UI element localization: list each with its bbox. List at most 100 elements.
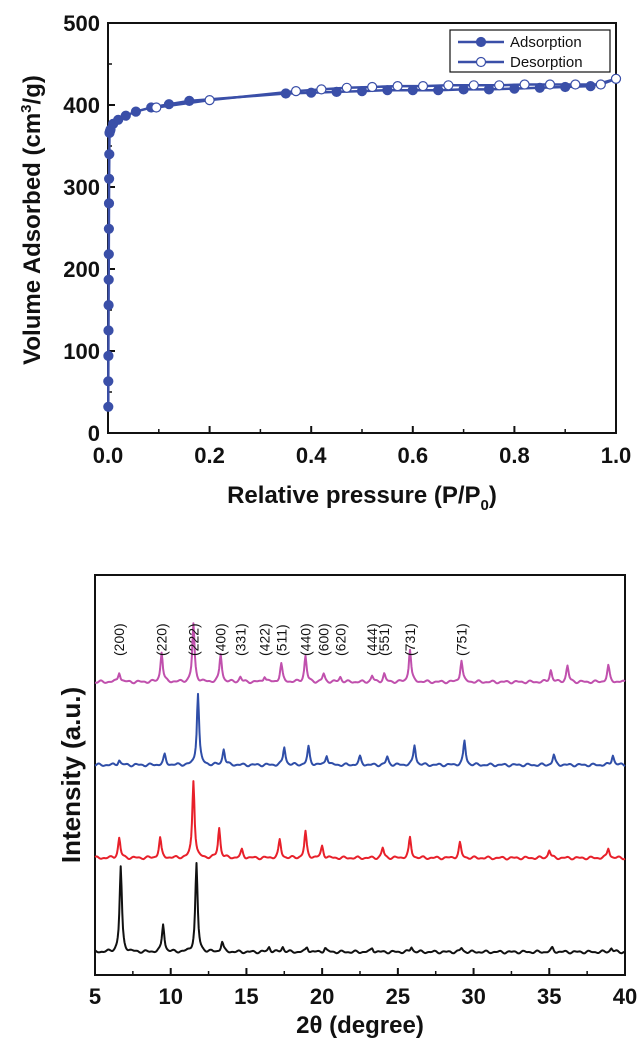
- data-point-adsorption: [130, 106, 141, 117]
- peak-label: (731): [402, 623, 418, 656]
- x-tick-label: 15: [234, 984, 258, 1009]
- data-point-desorption: [443, 80, 454, 91]
- data-point-adsorption: [534, 82, 545, 93]
- data-point-adsorption: [103, 300, 114, 311]
- legend-marker-adsorption: [475, 36, 487, 48]
- xrd-x-axis-title: 2θ (degree): [296, 1012, 424, 1039]
- y-tick-label: 300: [63, 175, 100, 200]
- data-point-adsorption: [103, 198, 115, 209]
- data-point-adsorption: [103, 223, 115, 234]
- data-point-adsorption: [113, 114, 124, 125]
- peak-label: (620): [332, 623, 348, 656]
- peak-label: (600): [316, 623, 332, 656]
- data-point-adsorption: [280, 88, 291, 99]
- x-tick-label: 0.8: [499, 443, 530, 468]
- data-point-adsorption: [331, 86, 342, 98]
- peak-label: (200): [111, 623, 127, 656]
- data-point-adsorption: [103, 376, 114, 387]
- isotherm-legend: Adsorption Desorption: [449, 29, 611, 73]
- data-point-desorption: [494, 80, 505, 91]
- data-point-adsorption: [103, 173, 115, 184]
- data-point-desorption: [392, 80, 403, 92]
- legend-marker-desorption: [475, 56, 487, 68]
- legend-frame: [449, 29, 611, 73]
- data-point-adsorption: [509, 83, 520, 94]
- x-tick-label: 5: [89, 984, 101, 1009]
- data-point-desorption: [570, 79, 581, 90]
- data-point-adsorption: [306, 87, 317, 98]
- y-tick-label: 100: [63, 339, 100, 364]
- x-tick-label: 0.0: [93, 443, 124, 468]
- x-tick-label: 20: [310, 984, 334, 1009]
- data-point-adsorption: [483, 84, 495, 95]
- data-point-desorption: [417, 80, 429, 92]
- isotherm-axes: 0.0 0.2 0.4 0.6 0.8 1.0 0 100 200 300 400 500: [63, 11, 631, 468]
- data-point-adsorption: [103, 401, 114, 412]
- series-line-adsorption: [107, 77, 617, 407]
- data-point-adsorption: [103, 350, 114, 361]
- data-point-desorption: [595, 79, 606, 90]
- xrd-axes: 5 10 15 20 25 30 35 40: [89, 968, 637, 1009]
- data-point-desorption: [151, 102, 162, 113]
- data-point-adsorption: [104, 149, 115, 160]
- data-point-desorption: [204, 94, 215, 106]
- data-point-adsorption: [120, 110, 131, 121]
- peak-label: (751): [453, 623, 469, 656]
- peak-label: (511): [273, 624, 289, 656]
- data-point-desorption: [367, 81, 378, 93]
- data-point-desorption: [544, 79, 556, 90]
- peak-label: (551): [376, 623, 392, 656]
- data-point-adsorption: [103, 274, 114, 285]
- legend-label-adsorption: Adsorption: [510, 34, 582, 51]
- data-point-adsorption: [184, 95, 195, 107]
- peak-label: (440): [297, 623, 313, 656]
- x-tick-label: 0.6: [398, 443, 429, 468]
- x-tick-label: 40: [613, 984, 637, 1009]
- data-point-adsorption: [585, 80, 596, 92]
- y-tick-label: 400: [63, 93, 100, 118]
- data-point-adsorption: [458, 84, 469, 95]
- peak-label: (220): [154, 623, 170, 656]
- peak-label: (331): [232, 623, 248, 656]
- data-point-desorption: [519, 79, 530, 90]
- legend-label-desorption: Desorption: [510, 54, 583, 71]
- x-tick-label: 35: [537, 984, 561, 1009]
- y-tick-label: 0: [88, 421, 100, 446]
- isotherm-y-axis-title: Volume Adsorbed (cm3/g): [18, 75, 46, 365]
- data-point-desorption: [468, 80, 479, 91]
- data-point-adsorption: [433, 85, 444, 96]
- data-point-adsorption: [560, 81, 571, 93]
- peak-label: (422): [257, 623, 273, 656]
- xrd-patterns: [94, 622, 626, 955]
- data-point-desorption: [610, 73, 622, 84]
- data-point-desorption: [341, 82, 352, 93]
- isotherm-chart: 0.0 0.2 0.4 0.6 0.8 1.0 0 100 200 300 400 500 Adsor…: [18, 11, 631, 514]
- data-point-adsorption: [407, 85, 418, 96]
- x-tick-label: 30: [461, 984, 485, 1009]
- isotherm-x-axis-title: Relative pressure (P/P0): [227, 482, 497, 514]
- data-point-adsorption: [103, 249, 114, 260]
- peak-label: (400): [213, 623, 229, 656]
- x-tick-label: 25: [386, 984, 410, 1009]
- data-point-adsorption: [356, 85, 368, 97]
- y-tick-label: 200: [63, 257, 100, 282]
- data-point-desorption: [316, 84, 327, 95]
- data-point-desorption: [290, 85, 302, 97]
- xrd-pattern-4: [94, 862, 626, 955]
- xrd-peak-labels: (200) (220) (222) (400) (331) (422) (511) (440)…: [111, 623, 469, 656]
- data-point-adsorption: [163, 99, 175, 110]
- x-tick-label: 1.0: [601, 443, 632, 468]
- isotherm-markers: [103, 73, 622, 412]
- peak-label: (222): [185, 623, 201, 656]
- x-tick-label: 0.4: [296, 443, 327, 468]
- y-tick-label: 500: [63, 11, 100, 36]
- isotherm-series: [107, 77, 617, 407]
- data-point-adsorption: [103, 325, 114, 336]
- peak-label: (444): [364, 623, 380, 656]
- xrd-chart: 5 10 15 20 25 30 35 40 (200) (220) (222) (400) (331…: [56, 574, 637, 1039]
- xrd-pattern-1: [94, 622, 626, 685]
- xrd-y-axis-title: Intensity (a.u.): [56, 687, 86, 863]
- xrd-plot-frame: [94, 574, 626, 976]
- xrd-pattern-2: [94, 692, 626, 768]
